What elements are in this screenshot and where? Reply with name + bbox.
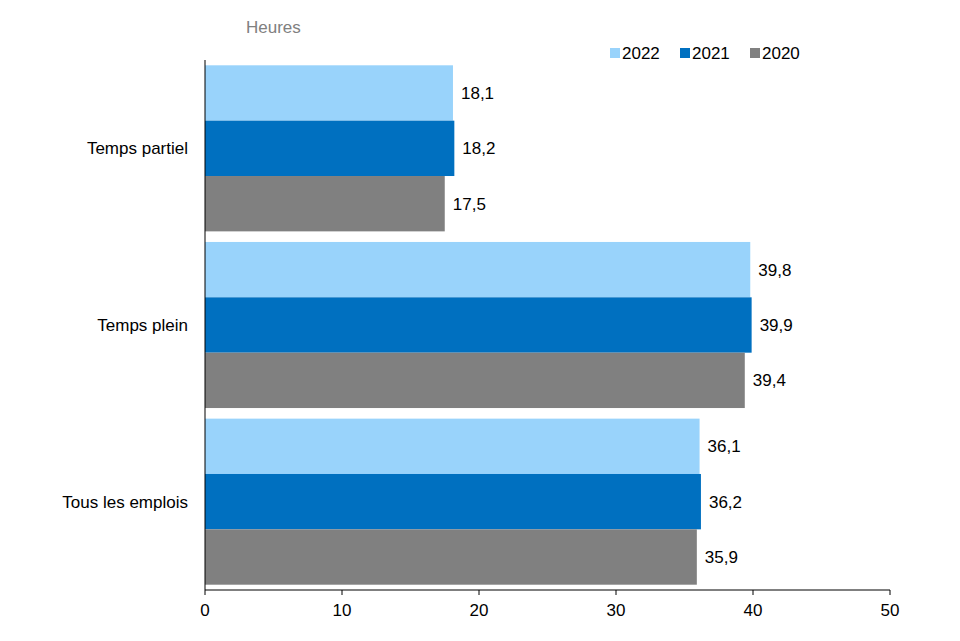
data-label: 36,2	[709, 493, 742, 512]
data-label: 18,1	[461, 84, 494, 103]
legend-label: 2020	[762, 44, 800, 63]
category-label: Temps plein	[97, 316, 188, 335]
axis-title: Heures	[246, 18, 301, 37]
bar	[205, 419, 700, 474]
legend-swatch	[610, 48, 620, 58]
data-label: 17,5	[453, 195, 486, 214]
bar	[205, 353, 745, 408]
data-label: 39,8	[758, 261, 791, 280]
tick	[205, 590, 206, 595]
x-axis-line	[205, 590, 890, 591]
bar	[205, 474, 701, 529]
bar	[205, 176, 445, 231]
tick-label: 50	[881, 601, 900, 620]
bar	[205, 121, 454, 176]
chart: Heures 18,1 18,2 17,5 39,8 39,9 39,4 36,1 36,2 35…	[0, 0, 960, 641]
tick	[479, 590, 480, 595]
tick-label: 20	[470, 601, 489, 620]
bar	[205, 529, 697, 584]
legend-swatch	[750, 48, 760, 58]
legend-swatch	[680, 48, 690, 58]
legend: 2022 2021 2020	[610, 44, 800, 63]
data-labels: 18,1 18,2 17,5 39,8 39,9 39,4 36,1 36,2 35,9	[453, 84, 793, 567]
category-label: Temps partiel	[87, 139, 188, 158]
data-label: 35,9	[705, 548, 738, 567]
y-axis-line	[205, 60, 206, 590]
tick	[342, 590, 343, 595]
category-label: Tous les emplois	[62, 493, 188, 512]
tick-label: 30	[607, 601, 626, 620]
bar	[205, 65, 453, 120]
tick-label: 0	[200, 601, 209, 620]
legend-label: 2021	[692, 44, 730, 63]
tick-label: 40	[744, 601, 763, 620]
legend-label: 2022	[622, 44, 660, 63]
bars	[205, 65, 752, 584]
data-label: 36,1	[708, 437, 741, 456]
tick	[616, 590, 617, 595]
data-label: 39,4	[753, 371, 786, 390]
data-label: 18,2	[462, 139, 495, 158]
tick	[890, 590, 891, 595]
bar	[205, 242, 750, 297]
tick-label: 10	[333, 601, 352, 620]
tick	[753, 590, 754, 595]
bar	[205, 297, 752, 352]
data-label: 39,9	[760, 316, 793, 335]
